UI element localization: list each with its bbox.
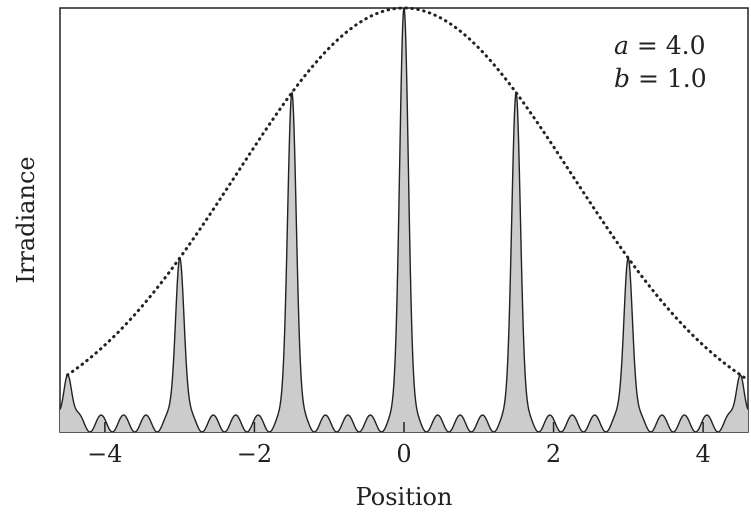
x-tick-label: 0 (396, 440, 411, 468)
intensity-pattern-fill (60, 8, 748, 432)
x-tick-label: −4 (87, 440, 122, 468)
x-axis-title: Position (356, 483, 453, 511)
diffraction-envelope-curve (65, 6, 750, 382)
x-tick-label: −2 (237, 440, 272, 468)
parameter-a-label: a = 4.0 (614, 31, 706, 60)
y-axis-title: Irradiance (12, 156, 40, 283)
parameter-b-label: b = 1.0 (614, 64, 707, 93)
x-axis-ticks: −4 −2 0 2 4 (87, 422, 711, 468)
x-tick-label: 2 (546, 440, 561, 468)
x-tick-label: 4 (695, 440, 710, 468)
intensity-pattern-curve (59, 7, 749, 433)
